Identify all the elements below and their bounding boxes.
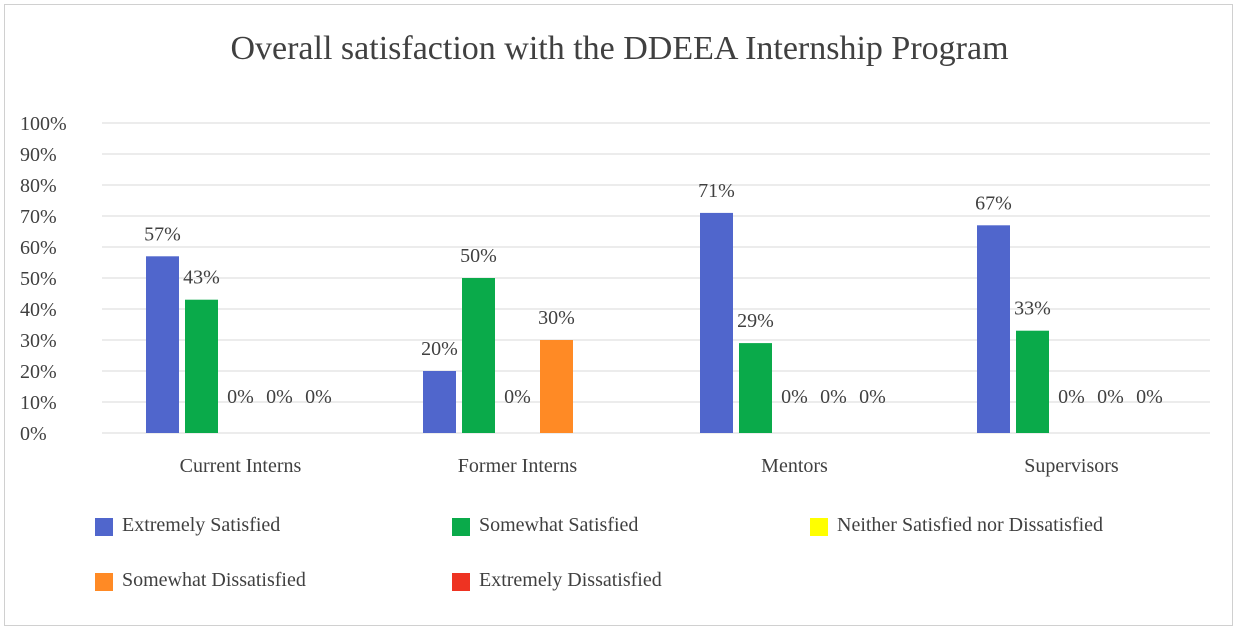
bars [146,212,1049,433]
y-tick-label: 100% [20,113,67,135]
data-label: 0% [859,386,886,408]
data-label: 0% [1058,386,1085,408]
data-label: 33% [1014,298,1051,320]
y-tick-label: 90% [20,144,57,166]
bar [462,278,495,433]
legend: Extremely Satisfied Somewhat Satisfied Nei… [95,514,1103,591]
bar [185,299,218,433]
y-tick-label: 40% [20,299,57,321]
data-label: 0% [266,386,293,408]
y-axis: 0% 10% 20% 30% 40% 50% 60% 70% 80% 90% 100% [20,113,67,445]
legend-label: Extremely Dissatisfied [479,569,662,591]
y-tick-label: 80% [20,175,57,197]
legend-label: Extremely Satisfied [122,514,280,536]
y-tick-label: 50% [20,268,57,290]
data-label: 71% [698,180,735,202]
data-labels: 57%43% 0% 0% 0% 20% 50% 0% 30% 71% 29% 0% 0% 0% 67% 33… [144,180,1163,408]
data-label: 43% [183,267,220,289]
data-label: 0% [1097,386,1124,408]
legend-label: Somewhat Dissatisfied [122,569,306,591]
data-label: 30% [538,307,575,329]
x-category-label: Current Interns [180,455,302,477]
x-category-label: Supervisors [1024,455,1119,477]
data-label: 0% [227,386,254,408]
legend-swatch [810,518,828,536]
chart-title: Overall satisfaction with the DDEEA Inte… [230,30,1009,67]
legend-swatch [95,518,113,536]
bar [977,225,1010,433]
y-tick-label: 60% [20,237,57,259]
data-label: 67% [975,192,1012,214]
bar [146,256,179,433]
bar [423,371,456,433]
bar [739,343,772,433]
data-label: 0% [305,386,332,408]
y-tick-label: 20% [20,361,57,383]
legend-swatch [452,573,470,591]
bar [700,212,733,433]
data-label: 0% [504,386,531,408]
legend-label: Somewhat Satisfied [479,514,638,536]
legend-swatch [452,518,470,536]
data-label: 0% [820,386,847,408]
x-category-label: Mentors [761,455,828,477]
y-tick-label: 0% [20,423,47,445]
y-tick-label: 70% [20,206,57,228]
bar [540,340,573,433]
x-axis: Current Interns Former Interns Mentors Supe… [180,455,1119,477]
data-label: 57% [144,223,181,245]
y-tick-label: 30% [20,330,57,352]
data-label: 29% [737,310,774,332]
data-label: 50% [460,245,497,267]
legend-swatch [95,573,113,591]
x-category-label: Former Interns [458,455,578,477]
data-label: 0% [1136,386,1163,408]
bar [1016,330,1049,433]
data-label: 0% [781,386,808,408]
y-tick-label: 10% [20,392,57,414]
data-label: 20% [421,338,458,360]
legend-label: Neither Satisfied nor Dissatisfied [837,514,1103,536]
